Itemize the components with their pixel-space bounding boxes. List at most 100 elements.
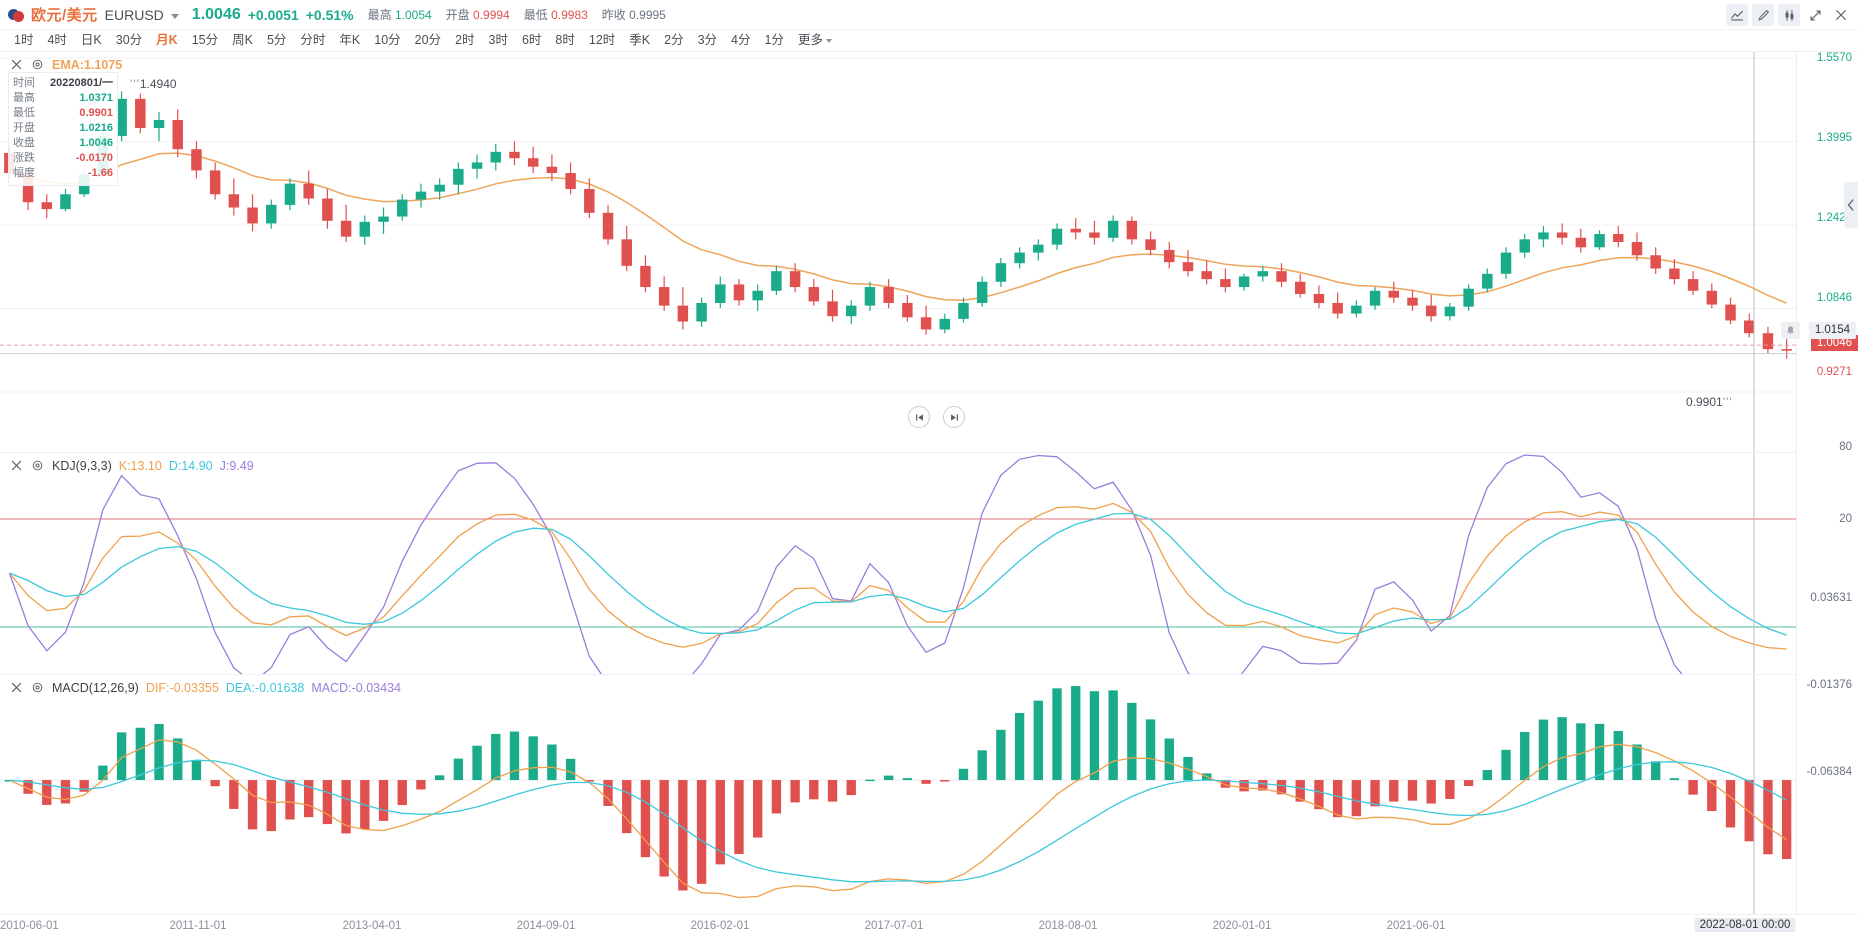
period-tab-年K[interactable]: 年K <box>339 33 361 47</box>
period-tab-3时[interactable]: 3时 <box>488 33 508 47</box>
gear-icon[interactable] <box>31 681 45 695</box>
macd-name: MACD(12,26,9) <box>52 681 139 695</box>
period-tab-20分[interactable]: 20分 <box>414 33 442 47</box>
symbol-code: EURUSD <box>104 6 164 23</box>
fullscreen-icon[interactable] <box>1804 4 1826 26</box>
candlestick-style-icon[interactable] <box>1778 4 1800 26</box>
stat-open: 开盘 0.9994 <box>445 8 510 22</box>
macd-dea-value: DEA:-0.01638 <box>225 681 305 695</box>
header-toolbar <box>1726 4 1852 26</box>
period-tab-日K[interactable]: 日K <box>80 33 102 47</box>
ohlc-tooltip: 时间 20220801/一 最高 1.0371 最低 0.9901 开盘 1.0216 收盘 1.… <box>8 72 118 186</box>
candlestick-plot[interactable] <box>0 52 1796 452</box>
kdj-d-value: D:14.90 <box>168 459 213 473</box>
macd-tick: -0.01376 <box>1806 679 1852 691</box>
kdj-tick: 80 <box>1839 441 1852 453</box>
price-change-percent: +0.51% <box>305 6 354 23</box>
skip-to-end-button[interactable] <box>943 406 965 428</box>
period-tabs: 1时 4时 日K 30分 月K 15分 周K 5分 分时 年K 10分 20分 2时 3时 6时 8时 12时季… <box>0 30 1858 52</box>
period-tab-2时[interactable]: 2时 <box>455 33 475 47</box>
price-tick: 1.3995 <box>1816 132 1852 144</box>
period-tab-周K[interactable]: 周K <box>232 33 253 47</box>
price-tick: 1.5570 <box>1816 52 1852 64</box>
tooltip-row: 最高 1.0371 <box>13 92 113 104</box>
tooltip-row: 收盘 1.0046 <box>13 137 113 149</box>
kdj-indicator-header: KDJ(9,3,3) K:13.10 D:14.90 J:9.49 <box>10 459 254 473</box>
kdj-name: KDJ(9,3,3) <box>52 459 112 473</box>
close-price-badge: 1.0046 <box>1810 335 1858 351</box>
close-icon[interactable] <box>1830 4 1852 26</box>
price-axis[interactable]: 1.5570 1.3995 1.2420 1.0846 0.9271 80 20… <box>1796 52 1858 914</box>
chevron-down-icon[interactable] <box>170 13 179 19</box>
eu-us-flag-icon <box>8 7 24 23</box>
stat-prev-close: 昨收 0.9995 <box>601 8 666 22</box>
period-tab-4时[interactable]: 4时 <box>47 33 67 47</box>
date-tick: 2013-04-01 <box>342 920 402 932</box>
date-tick: 2014-09-01 <box>516 920 576 932</box>
ema-value-label: EMA:1.1075 <box>52 58 123 72</box>
period-tab-分时[interactable]: 分时 <box>300 33 326 47</box>
period-tab-30分[interactable]: 30分 <box>115 33 143 47</box>
macd-plot[interactable] <box>0 675 1796 915</box>
chart-nav-buttons <box>908 406 965 428</box>
kdj-tick: 20 <box>1839 513 1852 525</box>
kdj-j-value: J:9.49 <box>219 459 254 473</box>
kdj-plot[interactable] <box>0 453 1796 675</box>
high-price-marker: '''1.4940 <box>130 77 177 91</box>
low-price-marker: 0.9901''' <box>1686 395 1733 409</box>
price-tick: 1.2420 <box>1816 212 1852 224</box>
period-tab-月K[interactable]: 月K <box>156 33 178 47</box>
tooltip-row: 时间 20220801/一 <box>13 77 113 89</box>
current-date-label: 2022-08-01 00:00 <box>1694 918 1796 932</box>
date-tick: 2020-01-01 <box>1212 920 1272 932</box>
period-tab-1分[interactable]: 1分 <box>764 33 784 47</box>
date-tick: 2010-06-01 <box>0 920 59 932</box>
date-tick: 2017-07-01 <box>864 920 924 932</box>
price-tick: 0.9271 <box>1816 366 1852 378</box>
period-tab-4分[interactable]: 4分 <box>731 33 751 47</box>
date-tick: 2016-02-01 <box>690 920 750 932</box>
period-tab-5分[interactable]: 5分 <box>266 33 287 47</box>
last-price: 1.0046 <box>191 5 241 23</box>
tooltip-row: 涨跌 -0.0170 <box>13 152 113 164</box>
skip-to-start-button[interactable] <box>908 406 930 428</box>
macd-panel: MACD(12,26,9) DIF:-0.03355 DEA:-0.01638 … <box>0 674 1858 915</box>
close-icon[interactable] <box>10 459 24 473</box>
period-tab-季K[interactable]: 季K <box>629 33 651 47</box>
period-tab-15分[interactable]: 15分 <box>191 33 219 47</box>
close-icon[interactable] <box>10 681 24 695</box>
date-axis: 2010-06-01 2011-11-01 2013-04-01 2014-09-01… <box>0 914 1858 938</box>
price-change: +0.0051 <box>247 6 299 23</box>
date-tick: 2011-11-01 <box>169 920 227 932</box>
date-tick: 2018-08-01 <box>1038 920 1098 932</box>
gear-icon[interactable] <box>31 58 45 72</box>
kdj-k-value: K:13.10 <box>118 459 162 473</box>
kdj-panel: KDJ(9,3,3) K:13.10 D:14.90 J:9.49 <box>0 452 1858 675</box>
collapse-panel-button[interactable] <box>1844 182 1858 228</box>
close-icon[interactable] <box>10 58 24 72</box>
stat-low: 最低 0.9983 <box>523 8 588 22</box>
period-tab-1时[interactable]: 1时 <box>14 33 34 47</box>
symbol-name-cn: 欧元/美元 <box>31 7 98 24</box>
tooltip-row: 开盘 1.0216 <box>13 122 113 134</box>
gear-icon[interactable] <box>31 459 45 473</box>
period-tab-6时[interactable]: 6时 <box>521 33 542 47</box>
draw-tool-icon[interactable] <box>1752 4 1774 26</box>
period-tab-8时[interactable]: 8时 <box>555 33 575 47</box>
period-more-button[interactable]: 更多 <box>791 30 839 51</box>
macd-value: MACD:-0.03434 <box>311 681 401 695</box>
main-price-panel: EMA:1.1075 <box>0 52 1858 452</box>
price-tick: 1.0846 <box>1816 292 1852 304</box>
macd-indicator-header: MACD(12,26,9) DIF:-0.03355 DEA:-0.01638 … <box>10 681 401 695</box>
indicator-icon[interactable] <box>1726 4 1748 26</box>
period-tab-2分[interactable]: 2分 <box>664 33 684 47</box>
alert-bell-icon[interactable] <box>1781 322 1800 339</box>
period-tab-3分[interactable]: 3分 <box>697 33 718 47</box>
period-tab-12时[interactable]: 12时 <box>588 33 616 47</box>
period-tab-10分[interactable]: 10分 <box>374 33 401 47</box>
macd-tick: -0.06384 <box>1806 766 1852 778</box>
tooltip-row: 幅度 -1.66 <box>13 167 113 179</box>
stat-high: 最高 1.0054 <box>367 8 432 22</box>
date-tick: 2021-06-01 <box>1386 920 1446 932</box>
